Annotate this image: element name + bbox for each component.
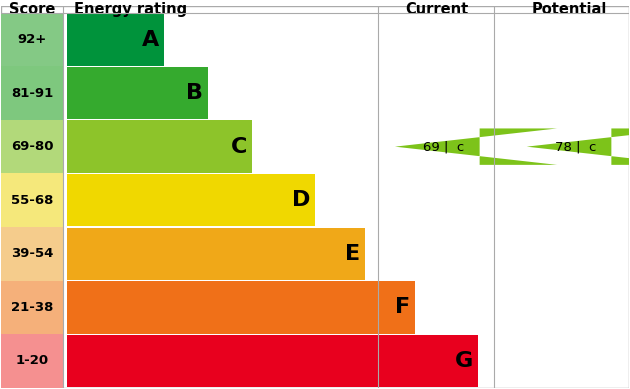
Bar <box>1 13 63 67</box>
Bar <box>67 174 315 226</box>
Text: 21-38: 21-38 <box>11 301 54 314</box>
Bar <box>1 280 63 334</box>
Text: B: B <box>186 83 203 103</box>
Bar <box>1 67 63 120</box>
Text: 92+: 92+ <box>18 33 47 46</box>
Bar <box>1 120 63 173</box>
Text: Current: Current <box>406 2 469 17</box>
Text: D: D <box>292 190 310 210</box>
Text: 69-80: 69-80 <box>11 140 54 153</box>
Bar <box>67 13 164 66</box>
Text: E: E <box>345 244 360 264</box>
Bar <box>67 281 415 333</box>
Text: 55-68: 55-68 <box>11 194 54 207</box>
Text: Score: Score <box>9 2 55 17</box>
Bar <box>1 227 63 280</box>
Bar <box>67 67 209 119</box>
Text: Potential: Potential <box>531 2 607 17</box>
Text: F: F <box>395 297 410 317</box>
Bar <box>67 228 365 280</box>
Text: 69 |  c: 69 | c <box>423 140 464 153</box>
Bar <box>1 173 63 227</box>
Bar <box>67 121 252 173</box>
Polygon shape <box>395 128 557 165</box>
Text: G: G <box>455 351 473 371</box>
Text: 78 |  c: 78 | c <box>554 140 596 153</box>
Text: 39-54: 39-54 <box>11 247 54 260</box>
Polygon shape <box>527 128 630 165</box>
Text: Energy rating: Energy rating <box>74 2 186 17</box>
Text: A: A <box>142 30 159 49</box>
Text: C: C <box>231 137 247 157</box>
Bar <box>67 335 478 387</box>
Bar <box>1 334 63 387</box>
Text: 1-20: 1-20 <box>16 354 49 367</box>
Text: 81-91: 81-91 <box>11 87 54 100</box>
